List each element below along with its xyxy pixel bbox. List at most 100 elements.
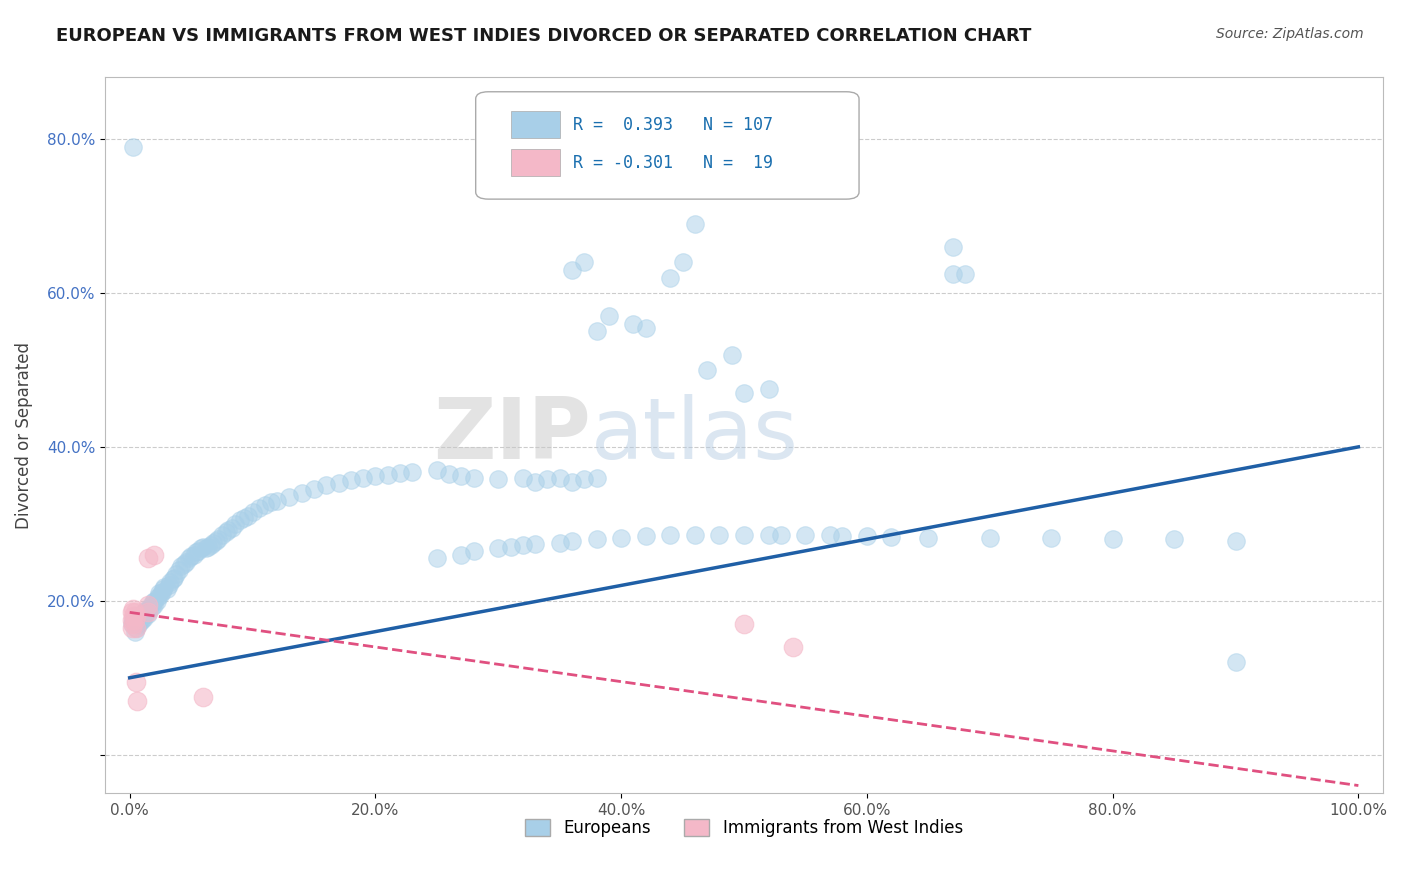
Point <box>856 529 879 543</box>
Legend: Europeans, Immigrants from West Indies: Europeans, Immigrants from West Indies <box>519 812 970 843</box>
Point <box>426 463 449 477</box>
Point <box>512 538 534 552</box>
Point <box>315 478 337 492</box>
Point <box>548 536 571 550</box>
Point <box>585 533 607 547</box>
Point <box>125 621 148 635</box>
Point <box>758 382 780 396</box>
Point <box>131 613 153 627</box>
Point <box>979 531 1001 545</box>
Point <box>136 607 159 621</box>
Point <box>131 607 153 622</box>
Point <box>585 325 607 339</box>
Point <box>135 606 157 620</box>
Point <box>145 594 167 608</box>
Point <box>159 574 181 589</box>
Point <box>598 309 620 323</box>
Point <box>157 578 180 592</box>
Point <box>880 530 903 544</box>
Point <box>233 510 256 524</box>
Point <box>162 572 184 586</box>
Point <box>1040 531 1063 545</box>
Point <box>152 582 174 597</box>
Point <box>167 563 190 577</box>
Point <box>574 472 596 486</box>
Text: R = -0.301   N =  19: R = -0.301 N = 19 <box>572 153 773 171</box>
Point <box>561 475 583 489</box>
Point <box>831 529 853 543</box>
Point <box>124 624 146 639</box>
Point <box>696 363 718 377</box>
Point <box>623 317 645 331</box>
Point <box>524 537 547 551</box>
Point <box>782 640 804 654</box>
Point <box>733 616 755 631</box>
Point <box>202 536 225 550</box>
Point <box>139 598 162 612</box>
Point <box>574 255 596 269</box>
Point <box>136 598 159 612</box>
Text: ZIP: ZIP <box>433 394 591 477</box>
Point <box>127 618 149 632</box>
Point <box>136 601 159 615</box>
Point <box>174 555 197 569</box>
Point <box>122 139 145 153</box>
Point <box>942 240 965 254</box>
Point <box>143 598 166 612</box>
FancyBboxPatch shape <box>512 112 560 138</box>
Point <box>142 595 165 609</box>
Point <box>548 471 571 485</box>
Point <box>135 603 157 617</box>
Point <box>818 528 841 542</box>
Point <box>187 543 209 558</box>
Point <box>291 486 314 500</box>
Point <box>659 528 682 542</box>
Point <box>190 541 212 556</box>
Point <box>278 490 301 504</box>
Point <box>121 613 143 627</box>
Point <box>352 471 374 485</box>
Point <box>512 471 534 485</box>
Point <box>224 516 246 531</box>
Point <box>128 609 150 624</box>
Point <box>134 606 156 620</box>
Point <box>221 521 243 535</box>
Point <box>720 347 742 361</box>
Point <box>486 472 509 486</box>
Point <box>450 469 472 483</box>
Point <box>758 527 780 541</box>
Point <box>150 584 173 599</box>
Point <box>143 548 166 562</box>
Point <box>163 571 186 585</box>
Point <box>122 601 145 615</box>
Point <box>794 528 817 542</box>
Point <box>170 559 193 574</box>
Point <box>125 621 148 635</box>
Point <box>953 267 976 281</box>
Point <box>207 533 229 547</box>
Point <box>328 476 350 491</box>
Point <box>177 551 200 566</box>
Point <box>136 606 159 620</box>
Point <box>769 528 792 542</box>
Point <box>193 540 215 554</box>
Point <box>121 621 143 635</box>
Point <box>173 557 195 571</box>
Point <box>197 540 219 554</box>
Point <box>659 270 682 285</box>
Point <box>302 482 325 496</box>
Point <box>733 386 755 401</box>
Text: R =  0.393   N = 107: R = 0.393 N = 107 <box>572 116 773 134</box>
Point <box>364 469 387 483</box>
Point <box>136 551 159 566</box>
Point <box>124 606 146 620</box>
Point <box>184 545 207 559</box>
Point <box>266 493 288 508</box>
Point <box>125 674 148 689</box>
Point <box>217 523 239 537</box>
Point <box>242 505 264 519</box>
Point <box>536 472 558 486</box>
Point <box>122 613 145 627</box>
Point <box>709 528 731 542</box>
Point <box>917 531 939 545</box>
